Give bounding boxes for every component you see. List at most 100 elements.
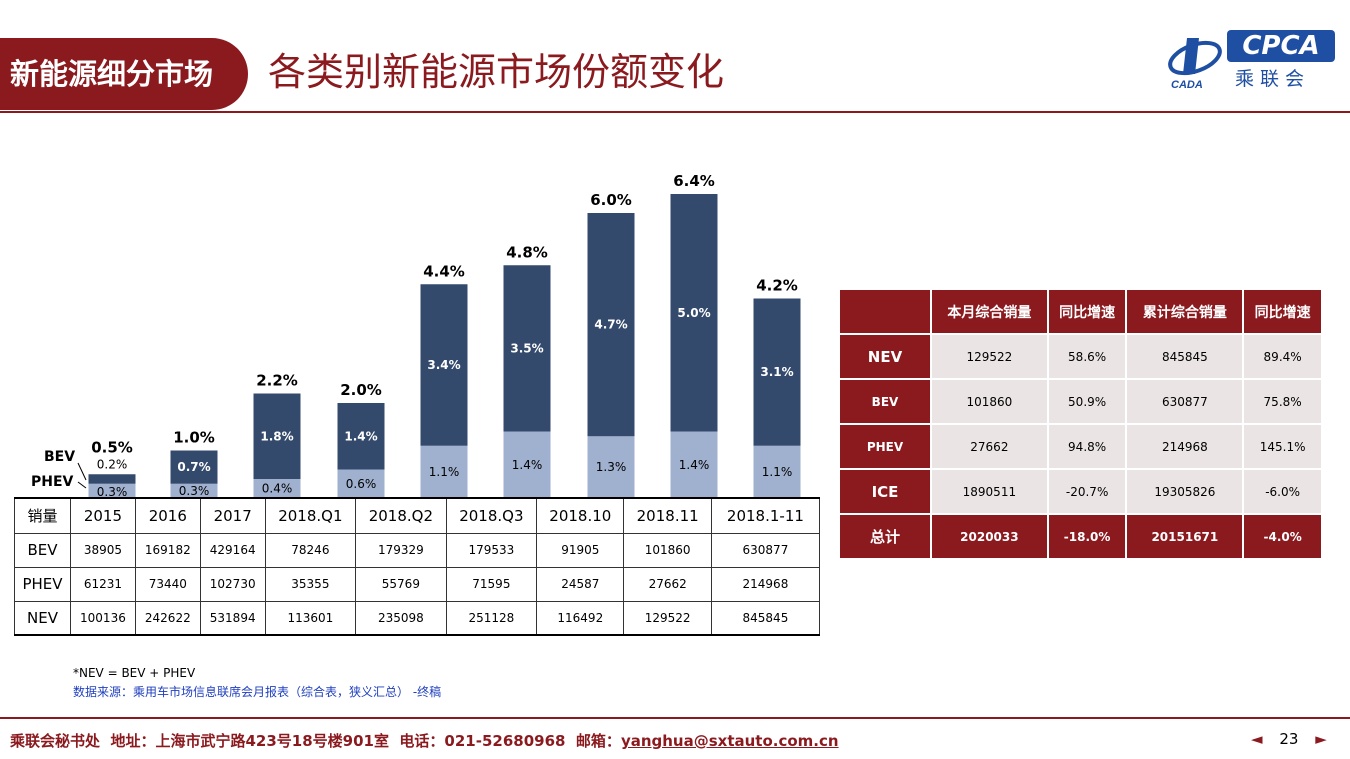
prev-page-icon[interactable]: ◄	[1251, 730, 1263, 748]
logo-sub-text: CADA	[1171, 79, 1203, 91]
table-header-cell: 本月综合销量	[930, 288, 1049, 335]
row-label: 总计	[838, 513, 932, 560]
phev-value-label: 1.1%	[762, 465, 793, 479]
table-row: NEV 129522 58.6% 845845 89.4%	[838, 333, 1323, 380]
total-share-label: 4.2%	[756, 277, 798, 295]
table-header-cell: 2018.1-11	[710, 497, 821, 534]
header-divider	[0, 111, 1350, 113]
phev-bar	[420, 445, 468, 498]
table-cell: 71595	[445, 566, 538, 602]
bev-value-label: 1.8%	[260, 429, 293, 443]
page-number: 23	[1279, 730, 1299, 748]
table-header-cell: 2018.11	[623, 497, 712, 534]
table-cell: 145.1%	[1242, 423, 1323, 470]
legend-phev-pointer	[77, 481, 87, 489]
table-cell: 251128	[445, 600, 538, 636]
table-cell: 845845	[1125, 333, 1245, 380]
row-label: ICE	[838, 468, 932, 515]
table-cell: 630877	[1125, 378, 1245, 425]
table-cell: 24587	[536, 566, 625, 602]
phev-value-label: 1.3%	[596, 460, 627, 474]
table-cell: 35355	[264, 566, 357, 602]
market-summary-table: 本月综合销量 同比增速 累计综合销量 同比增速 NEV 129522 58.6%…	[838, 288, 1323, 560]
table-cell: 116492	[536, 600, 625, 636]
table-row: ICE 1890511 -20.7% 19305826 -6.0%	[838, 468, 1323, 515]
phev-bar	[253, 479, 301, 498]
row-label: BEV	[838, 378, 932, 425]
phev-value-label: 0.6%	[346, 477, 377, 491]
table-row: PHEV 27662 94.8% 214968 145.1%	[838, 423, 1323, 470]
table-cell: 100136	[70, 600, 136, 636]
phev-value-label: 0.4%	[262, 482, 293, 496]
sales-volume-table: 销量 2015 2016 2017 2018.Q1 2018.Q2 2018.Q…	[14, 497, 821, 636]
bev-value-label: 3.5%	[510, 341, 543, 355]
table-cell: 242622	[134, 600, 201, 636]
next-page-icon[interactable]: ►	[1315, 730, 1327, 748]
bev-value-label: 1.4%	[344, 429, 377, 443]
table-header-cell: 累计综合销量	[1125, 288, 1245, 335]
table-cell: -6.0%	[1242, 468, 1323, 515]
table-header-cell: 2018.Q3	[445, 497, 538, 534]
table-cell: 845845	[710, 600, 821, 636]
table-row: BEV 38905 169182 429164 78246 179329 179…	[14, 532, 821, 568]
total-share-label: 2.0%	[340, 381, 382, 399]
table-cell: 55769	[355, 566, 447, 602]
phev-bar	[753, 445, 801, 498]
table-header-cell: 2018.Q2	[355, 497, 447, 534]
table-cell: 235098	[355, 600, 447, 636]
footer-email-label: 邮箱：	[575, 732, 621, 750]
table-row: BEV 101860 50.9% 630877 75.8%	[838, 378, 1323, 425]
bev-value-label: 3.1%	[760, 365, 793, 379]
phev-bar	[670, 431, 718, 498]
table-cell: 38905	[70, 532, 136, 568]
table-cell: 19305826	[1125, 468, 1245, 515]
table-cell: -18.0%	[1046, 513, 1128, 560]
phev-value-label: 0.3%	[97, 485, 128, 499]
bev-bar	[253, 393, 301, 479]
phev-value-label: 1.1%	[429, 465, 460, 479]
bev-bar	[88, 474, 136, 484]
table-header-cell: 2018.10	[536, 497, 625, 534]
bev-bar	[170, 450, 218, 484]
bev-value-label: 4.7%	[594, 318, 627, 332]
table-cell: 20151671	[1125, 513, 1245, 560]
total-share-label: 4.4%	[423, 262, 465, 280]
formula-note: *NEV = BEV + PHEV	[73, 666, 196, 680]
table-header-cell	[838, 288, 932, 335]
total-share-label: 1.0%	[173, 429, 215, 447]
table-cell: 531894	[199, 600, 266, 636]
total-share-label: 6.4%	[673, 172, 715, 190]
table-cell: 179533	[445, 532, 538, 568]
table-total-row: 总计 2020033 -18.0% 20151671 -4.0%	[838, 513, 1323, 560]
table-cell: 1890511	[930, 468, 1049, 515]
table-cell: 102730	[199, 566, 266, 602]
table-cell: 214968	[710, 566, 821, 602]
table-cell: 169182	[134, 532, 201, 568]
table-header-cell: 2017	[199, 497, 266, 534]
logo-brand: CPCA	[1227, 30, 1335, 62]
row-label: PHEV	[14, 566, 71, 602]
total-share-label: 0.5%	[91, 438, 133, 456]
table-header-cell: 同比增速	[1242, 288, 1323, 335]
logo-brand-cn: 乘联会	[1235, 68, 1311, 90]
row-label: NEV	[14, 600, 71, 636]
table-cell: 50.9%	[1046, 378, 1128, 425]
row-label: BEV	[14, 532, 71, 568]
bev-bar	[420, 284, 468, 446]
table-cell: 2020033	[930, 513, 1049, 560]
table-header-row: 销量 2015 2016 2017 2018.Q1 2018.Q2 2018.Q…	[14, 497, 821, 534]
footer-divider	[0, 717, 1350, 719]
bev-bar	[337, 403, 385, 470]
footer-email-link[interactable]: yanghua@sxtauto.com.cn	[620, 732, 839, 750]
table-cell: 89.4%	[1242, 333, 1323, 380]
row-label: NEV	[838, 333, 932, 380]
table-header-cell: 2016	[134, 497, 201, 534]
bev-bar	[503, 265, 551, 432]
table-cell: 179329	[355, 532, 447, 568]
table-cell: -20.7%	[1046, 468, 1128, 515]
table-row: PHEV 61231 73440 102730 35355 55769 7159…	[14, 566, 821, 602]
bev-bar	[587, 213, 635, 437]
table-cell: 630877	[710, 532, 821, 568]
table-cell: 429164	[199, 532, 266, 568]
table-cell: 91905	[536, 532, 625, 568]
